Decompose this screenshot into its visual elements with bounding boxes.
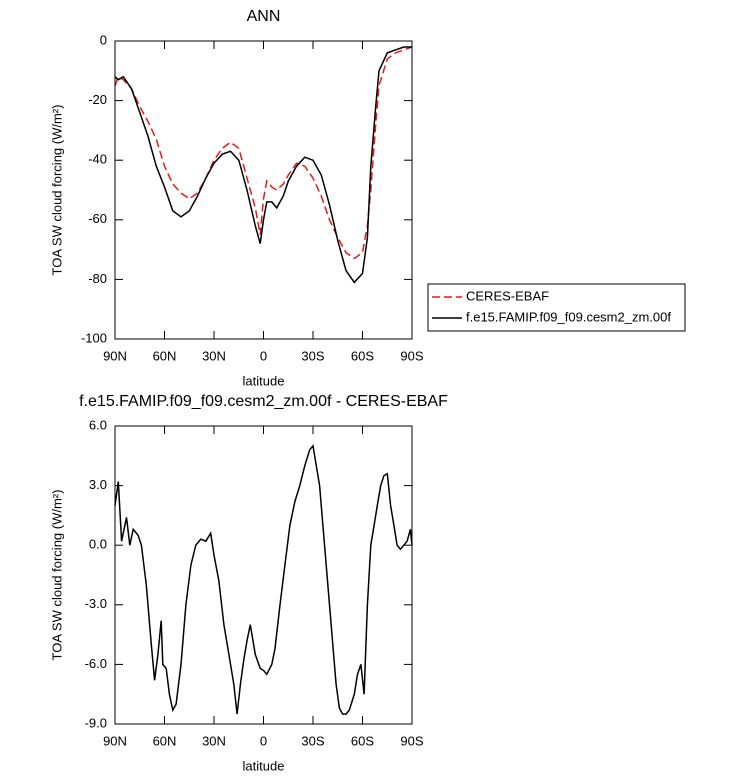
x-tick-label: 60N xyxy=(153,348,177,363)
legend-label: CERES-EBAF xyxy=(466,288,549,303)
y-tick-label: -100 xyxy=(81,330,107,345)
y-tick-label: -60 xyxy=(88,211,107,226)
data-line xyxy=(114,46,412,284)
y-tick-label: -6.0 xyxy=(85,656,107,671)
legend-box xyxy=(427,283,686,332)
y-tick-label: -9.0 xyxy=(85,715,107,730)
chart-title: f.e15.FAMIP.f09_f09.cesm2_zm.00f - CERES… xyxy=(79,393,448,410)
x-tick-label: 90S xyxy=(400,348,423,363)
y-tick-label: 6.0 xyxy=(89,417,107,432)
chart-title: ANN xyxy=(247,8,281,25)
plot-frame xyxy=(114,425,413,725)
x-tick-label: 30N xyxy=(202,348,226,363)
x-tick-label: 30N xyxy=(202,733,226,748)
x-tick-label: 0 xyxy=(260,348,267,363)
x-tick-label: 90S xyxy=(400,733,423,748)
x-axis-label: latitude xyxy=(243,758,285,773)
y-tick-label: -3.0 xyxy=(85,596,107,611)
y-tick-label: -20 xyxy=(88,92,107,107)
x-tick-label: 0 xyxy=(260,733,267,748)
x-tick-label: 30S xyxy=(301,733,324,748)
x-tick-label: 60S xyxy=(351,733,374,748)
x-tick-label: 90N xyxy=(103,733,127,748)
x-tick-label: 60N xyxy=(153,733,177,748)
y-tick-label: -80 xyxy=(88,271,107,286)
x-tick-label: 90N xyxy=(103,348,127,363)
x-axis-label: latitude xyxy=(243,373,285,388)
y-tick-label: 3.0 xyxy=(89,477,107,492)
y-tick-label: 0 xyxy=(100,32,107,47)
plot-frame xyxy=(114,40,413,340)
legend-label: f.e15.FAMIP.f09_f09.cesm2_zm.00f xyxy=(466,309,671,324)
x-tick-label: 60S xyxy=(351,348,374,363)
data-line xyxy=(114,444,413,715)
y-tick-label: 0.0 xyxy=(89,537,107,552)
y-tick-label: -40 xyxy=(88,152,107,167)
y-axis-label: TOA SW cloud forcing (W/m²) xyxy=(49,490,64,661)
y-axis-label: TOA SW cloud forcing (W/m²) xyxy=(49,105,64,276)
x-tick-label: 30S xyxy=(301,348,324,363)
